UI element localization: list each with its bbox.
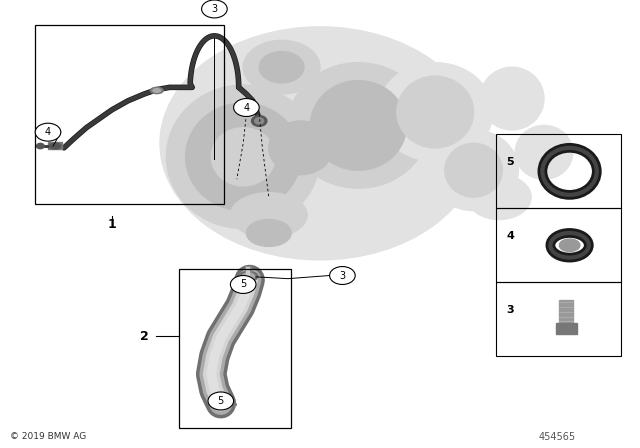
Text: 3: 3 [211, 4, 218, 14]
Circle shape [208, 392, 234, 410]
Text: 4: 4 [45, 127, 51, 137]
Text: 5: 5 [240, 280, 246, 289]
Ellipse shape [153, 89, 161, 92]
Bar [496, 134, 621, 208]
Text: 5: 5 [506, 158, 514, 168]
Ellipse shape [239, 271, 258, 281]
Circle shape [230, 276, 256, 293]
Ellipse shape [246, 220, 291, 246]
Text: 2: 2 [140, 329, 148, 343]
Circle shape [234, 99, 259, 116]
Bar [496, 208, 621, 282]
Ellipse shape [269, 121, 333, 175]
Text: 4: 4 [506, 232, 514, 241]
Text: 5: 5 [218, 396, 224, 406]
Bar [35, 25, 224, 204]
Circle shape [202, 0, 227, 18]
Ellipse shape [214, 400, 228, 405]
Circle shape [255, 118, 264, 124]
Text: 4: 4 [243, 103, 250, 112]
Ellipse shape [160, 27, 480, 260]
Ellipse shape [480, 67, 544, 130]
Ellipse shape [467, 175, 531, 220]
Ellipse shape [310, 81, 406, 170]
Text: 3: 3 [339, 271, 346, 280]
Ellipse shape [259, 52, 304, 83]
Bar [48, 142, 62, 149]
Text: 1: 1 [108, 217, 116, 231]
Ellipse shape [49, 143, 61, 149]
Ellipse shape [230, 193, 307, 237]
Ellipse shape [211, 398, 232, 407]
Ellipse shape [288, 63, 429, 188]
Ellipse shape [378, 63, 493, 161]
Ellipse shape [243, 40, 320, 94]
Circle shape [35, 123, 61, 141]
Ellipse shape [515, 125, 573, 179]
Circle shape [252, 116, 267, 126]
Bar [179, 269, 291, 428]
Text: © 2019 BMW AG: © 2019 BMW AG [10, 432, 86, 441]
Ellipse shape [559, 239, 580, 251]
Ellipse shape [150, 87, 163, 94]
Text: 3: 3 [506, 306, 514, 315]
Bar [559, 300, 573, 323]
Text: 454565: 454565 [538, 432, 575, 442]
Circle shape [36, 143, 44, 149]
Ellipse shape [211, 128, 275, 186]
Ellipse shape [242, 273, 255, 280]
Ellipse shape [397, 76, 474, 148]
Circle shape [330, 267, 355, 284]
Ellipse shape [429, 130, 518, 211]
Bar [556, 323, 577, 334]
Ellipse shape [166, 85, 320, 228]
Bar [496, 282, 621, 356]
Ellipse shape [445, 143, 502, 197]
Ellipse shape [186, 103, 301, 211]
